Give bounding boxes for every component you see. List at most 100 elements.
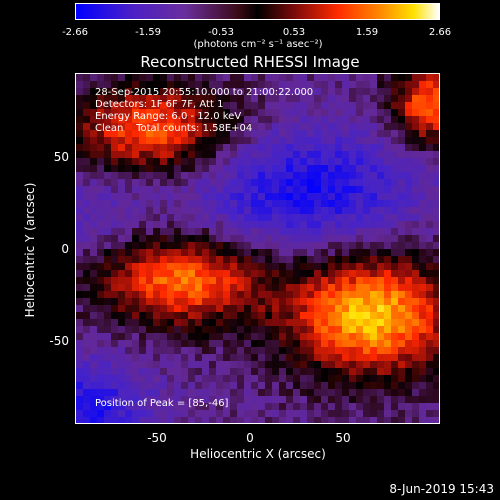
heatmap-pixel [363, 235, 370, 242]
heatmap-pixel [321, 88, 328, 95]
heatmap-pixel [174, 151, 181, 158]
heatmap-pixel [300, 179, 307, 186]
heatmap-pixel [279, 305, 286, 312]
heatmap-pixel [286, 193, 293, 200]
heatmap-pixel [118, 165, 125, 172]
heatmap-pixel [174, 102, 181, 109]
heatmap-pixel [181, 179, 188, 186]
heatmap-pixel [244, 151, 251, 158]
heatmap-pixel [265, 389, 272, 396]
heatmap-pixel [139, 375, 146, 382]
heatmap-pixel [174, 333, 181, 340]
heatmap-pixel [300, 137, 307, 144]
heatmap-pixel [244, 95, 251, 102]
heatmap-pixel [188, 375, 195, 382]
heatmap-pixel [433, 102, 439, 109]
heatmap-pixel [139, 214, 146, 221]
heatmap-pixel [405, 270, 412, 277]
heatmap-pixel [363, 123, 370, 130]
heatmap-pixel [370, 403, 377, 410]
heatmap-pixel [419, 74, 426, 81]
heatmap-pixel [265, 333, 272, 340]
heatmap-pixel [265, 263, 272, 270]
heatmap-pixel [188, 158, 195, 165]
heatmap-pixel [174, 193, 181, 200]
heatmap-pixel [153, 200, 160, 207]
heatmap-pixel [377, 74, 384, 81]
heatmap-pixel [419, 347, 426, 354]
heatmap-pixel [265, 347, 272, 354]
heatmap-pixel [391, 333, 398, 340]
heatmap-pixel [391, 123, 398, 130]
heatmap-pixel [279, 151, 286, 158]
heatmap-pixel [237, 151, 244, 158]
heatmap-pixel [111, 333, 118, 340]
heatmap-pixel [188, 354, 195, 361]
heatmap-pixel [349, 242, 356, 249]
heatmap-pixel [244, 298, 251, 305]
heatmap-pixel [132, 74, 139, 81]
heatmap-pixel [167, 326, 174, 333]
heatmap-pixel [90, 214, 97, 221]
heatmap-pixel [230, 186, 237, 193]
heatmap-pixel [118, 263, 125, 270]
heatmap-pixel [202, 389, 209, 396]
heatmap-pixel [363, 200, 370, 207]
heatmap-pixel [188, 417, 195, 423]
heatmap-pixel [279, 179, 286, 186]
heatmap-pixel [216, 221, 223, 228]
heatmap-pixel [181, 88, 188, 95]
heatmap-pixel [314, 326, 321, 333]
heatmap-pixel [104, 326, 111, 333]
heatmap-pixel [223, 340, 230, 347]
heatmap-pixel [125, 123, 132, 130]
heatmap-pixel [405, 256, 412, 263]
heatmap-pixel [293, 109, 300, 116]
rhessi-image-plot [75, 73, 440, 424]
heatmap-pixel [90, 375, 97, 382]
heatmap-pixel [377, 123, 384, 130]
heatmap-pixel [167, 375, 174, 382]
heatmap-pixel [244, 263, 251, 270]
heatmap-pixel [356, 298, 363, 305]
heatmap-pixel [265, 221, 272, 228]
heatmap-pixel [237, 116, 244, 123]
heatmap-pixel [426, 109, 433, 116]
heatmap-pixel [195, 165, 202, 172]
heatmap-pixel [223, 130, 230, 137]
heatmap-pixel [258, 165, 265, 172]
heatmap-pixel [419, 116, 426, 123]
heatmap-pixel [216, 81, 223, 88]
heatmap-pixel [216, 102, 223, 109]
heatmap-pixel [111, 319, 118, 326]
heatmap-pixel [335, 382, 342, 389]
heatmap-pixel [342, 340, 349, 347]
heatmap-pixel [118, 340, 125, 347]
heatmap-pixel [398, 179, 405, 186]
heatmap-pixel [195, 242, 202, 249]
heatmap-pixel [146, 74, 153, 81]
heatmap-pixel [328, 137, 335, 144]
heatmap-pixel [244, 382, 251, 389]
heatmap-pixel [83, 144, 90, 151]
heatmap-pixel [384, 102, 391, 109]
heatmap-pixel [272, 291, 279, 298]
heatmap-pixel [286, 165, 293, 172]
heatmap-pixel [419, 137, 426, 144]
heatmap-pixel [216, 123, 223, 130]
heatmap-pixel [377, 298, 384, 305]
heatmap-pixel [202, 95, 209, 102]
heatmap-pixel [272, 151, 279, 158]
heatmap-pixel [216, 193, 223, 200]
heatmap-pixel [83, 389, 90, 396]
heatmap-pixel [146, 130, 153, 137]
heatmap-pixel [104, 298, 111, 305]
heatmap-pixel [433, 340, 439, 347]
heatmap-pixel [111, 151, 118, 158]
heatmap-pixel [202, 193, 209, 200]
heatmap-pixel [419, 270, 426, 277]
heatmap-pixel [258, 263, 265, 270]
heatmap-pixel [391, 256, 398, 263]
heatmap-pixel [174, 207, 181, 214]
heatmap-pixel [384, 361, 391, 368]
